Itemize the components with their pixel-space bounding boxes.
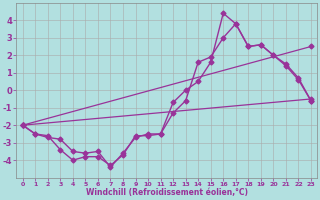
X-axis label: Windchill (Refroidissement éolien,°C): Windchill (Refroidissement éolien,°C) (86, 188, 248, 197)
